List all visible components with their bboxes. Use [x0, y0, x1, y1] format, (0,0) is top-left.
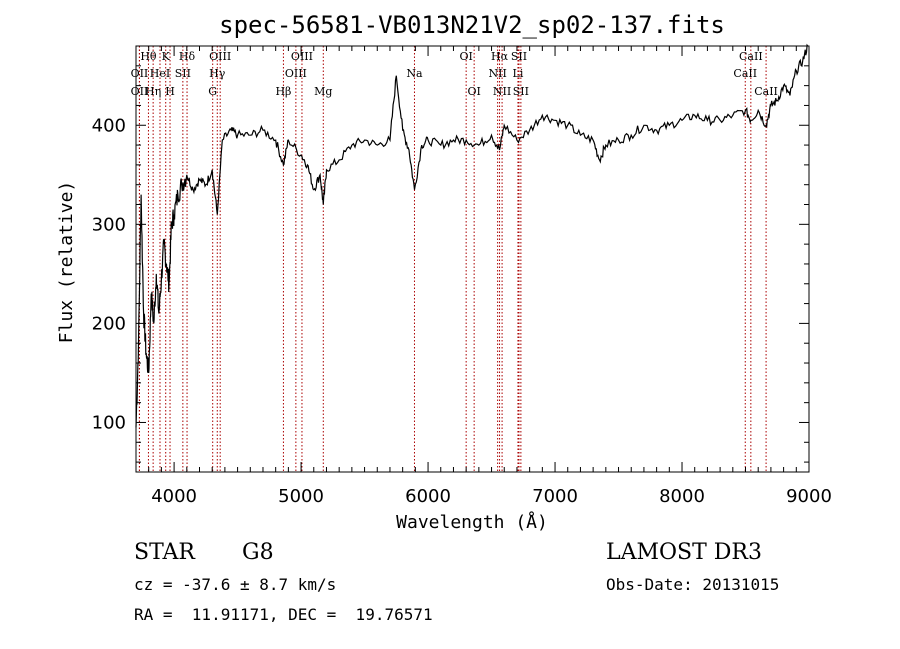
line-label-15: Mg — [314, 85, 332, 98]
line-label-22: Li — [513, 67, 524, 80]
line-marker-labels: OIIOIIHθHηHeIKHSIIHδGHγOIIIHβOIIIOIIIMgN… — [131, 50, 778, 98]
line-label-17: OI — [459, 50, 472, 63]
line-label-3: Hη — [145, 85, 161, 98]
y-tick-label-1: 200 — [92, 313, 126, 334]
line-label-2: Hθ — [140, 50, 157, 63]
x-tick-label-5: 9000 — [786, 486, 832, 507]
line-label-5: K — [162, 50, 171, 63]
x-tick-label-0: 4000 — [151, 486, 197, 507]
line-label-18: OI — [467, 85, 480, 98]
y-axis-ticks: 100 200 300 400 — [92, 45, 809, 463]
line-label-9: G — [208, 85, 217, 98]
line-label-20: Hα — [491, 50, 509, 63]
line-label-24: SII — [513, 85, 529, 98]
x-tick-label-4: 8000 — [659, 486, 705, 507]
line-label-10: Hγ — [209, 67, 226, 80]
line-label-6: H — [165, 85, 175, 98]
x-tick-label-2: 6000 — [405, 486, 451, 507]
y-tick-label-2: 300 — [92, 214, 126, 235]
line-label-1: OII — [131, 67, 149, 80]
line-label-0: OII — [131, 85, 149, 98]
x-axis-label: Wavelength (Å) — [396, 511, 548, 533]
line-label-11: OIII — [209, 50, 231, 63]
obs-date: Obs-Date: 20131015 — [606, 575, 780, 594]
line-label-4: HeI — [150, 67, 170, 80]
object-class: STAR — [134, 540, 195, 565]
y-axis-label: Flux (relative) — [56, 181, 77, 344]
line-label-19: NII — [488, 67, 506, 80]
line-label-8: Hδ — [179, 50, 196, 63]
line-label-27: CaII — [754, 85, 778, 98]
object-subclass: G8 — [242, 540, 274, 565]
x-tick-label-1: 5000 — [278, 486, 324, 507]
line-label-26: CaII — [739, 50, 763, 63]
line-label-25: CaII — [733, 67, 757, 80]
line-label-16: Na — [406, 67, 423, 80]
y-tick-label-3: 400 — [92, 115, 126, 136]
survey-name: LAMOST DR3 — [606, 540, 762, 565]
y-tick-label-0: 100 — [92, 412, 126, 433]
x-axis-ticks: 4000 5000 6000 7000 8000 9000 — [135, 46, 832, 507]
redshift-cz: cz = -37.6 ± 8.7 km/s — [134, 575, 337, 594]
line-label-12: Hβ — [275, 85, 291, 98]
x-tick-label-3: 7000 — [532, 486, 578, 507]
plot-frame — [135, 45, 810, 473]
coordinates: RA = 11.91171, DEC = 19.76571 — [134, 605, 433, 624]
spectrum-line — [135, 43, 809, 428]
line-label-13: OIII — [285, 67, 307, 80]
line-label-23: SII — [511, 50, 527, 63]
line-label-14: OIII — [291, 50, 313, 63]
line-label-21: NII — [493, 85, 511, 98]
chart-title: spec-56581-VB013N21V2_sp02-137.fits — [219, 11, 725, 39]
line-markers — [138, 46, 767, 472]
line-label-7: SII — [175, 67, 191, 80]
